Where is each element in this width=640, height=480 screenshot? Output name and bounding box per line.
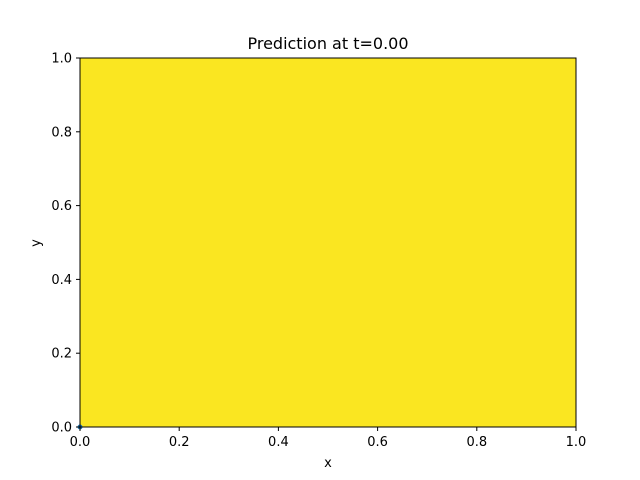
x-axis-label: x: [324, 456, 332, 471]
x-tick-label: 0.8: [466, 435, 487, 450]
x-tick-label: 0.4: [268, 435, 289, 450]
x-tick-label: 0.0: [70, 435, 91, 450]
y-tick-label: 0.2: [51, 347, 72, 362]
y-tick-label: 1.0: [51, 52, 72, 67]
y-tick-label: 0.6: [51, 199, 72, 214]
y-axis-label: y: [29, 239, 44, 247]
chart-title: Prediction at t=0.00: [247, 34, 408, 53]
heatmap-cell: [80, 58, 576, 427]
x-tick-label: 0.2: [169, 435, 190, 450]
y-axis-ticks: 0.0 0.2 0.4 0.6 0.8 1.0: [51, 52, 80, 436]
axes-frame: [79, 57, 577, 428]
y-tick-label: 0.0: [51, 421, 72, 436]
y-tick-label: 0.4: [51, 273, 72, 288]
x-tick-label: 1.0: [566, 435, 587, 450]
x-axis-ticks: 0.0 0.2 0.4 0.6 0.8 1.0: [70, 427, 587, 450]
x-tick-label: 0.6: [367, 435, 388, 450]
y-tick-label: 0.8: [51, 125, 72, 140]
heatmap-field: [80, 58, 576, 427]
